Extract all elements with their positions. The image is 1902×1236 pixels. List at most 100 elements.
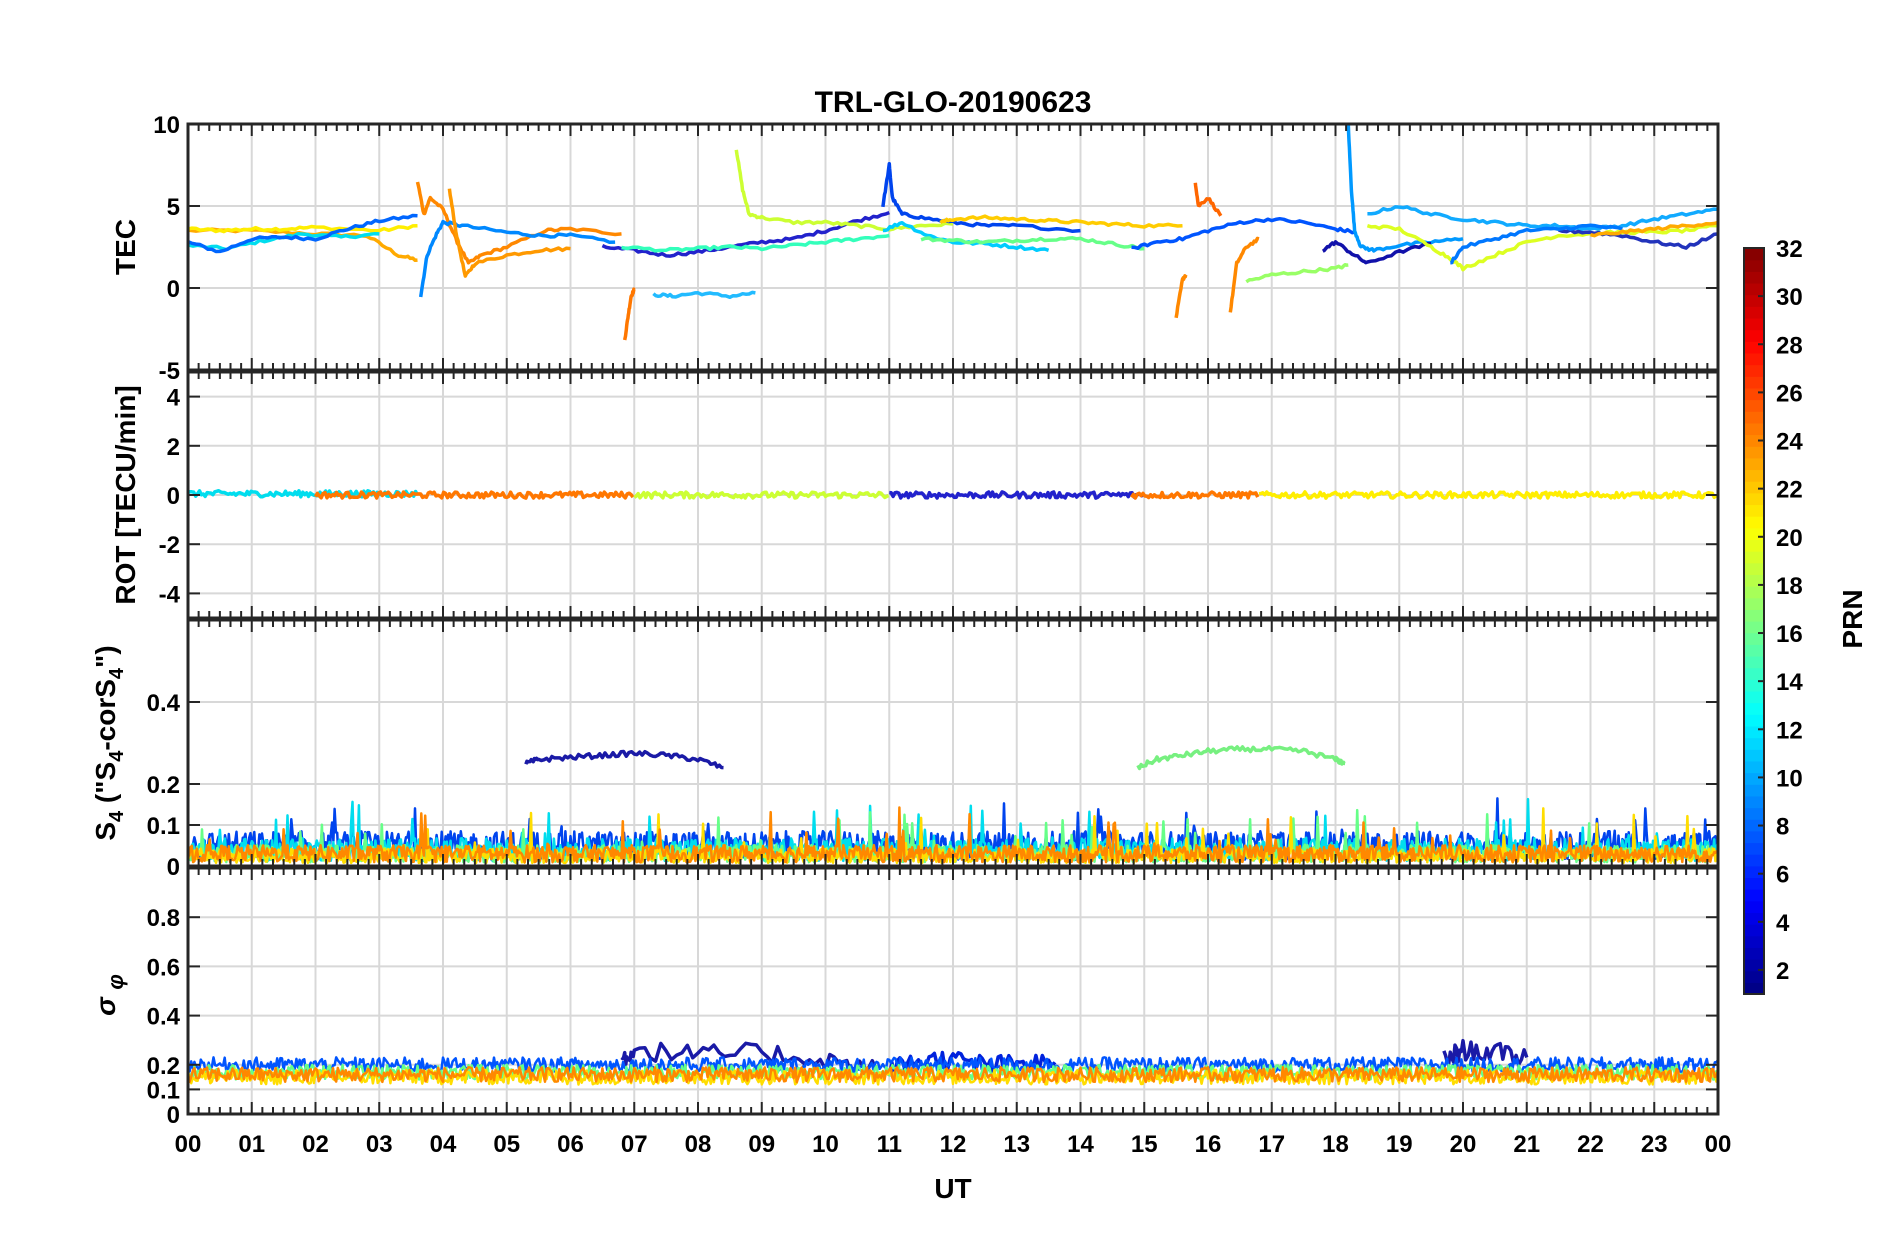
x-tick-label: 00 xyxy=(175,1131,202,1158)
tec-series-line xyxy=(882,220,1050,253)
colorbar-segment xyxy=(1744,830,1764,844)
sigma-ytick-label: 0.6 xyxy=(147,954,180,981)
tec-series-line xyxy=(188,223,418,234)
colorbar-segment xyxy=(1744,702,1764,715)
colorbar-segment xyxy=(1744,248,1764,261)
colorbar-segment xyxy=(1744,504,1764,517)
tec-series-line xyxy=(881,161,1081,234)
colorbar-segment xyxy=(1744,690,1764,704)
colorbar-segment xyxy=(1744,772,1764,785)
x-tick-label: 02 xyxy=(302,1131,329,1158)
colorbar-segment xyxy=(1744,644,1764,657)
colorbar-tick-label: 6 xyxy=(1776,862,1789,889)
tec-series-line xyxy=(652,290,756,300)
rot-ytick-label: 0 xyxy=(167,483,180,510)
colorbar-segment xyxy=(1744,737,1764,750)
s4-ytick-label: 0.2 xyxy=(147,772,180,799)
tec-series-line xyxy=(1245,262,1349,284)
x-tick-label: 21 xyxy=(1513,1131,1540,1158)
colorbar-tick-label: 2 xyxy=(1776,958,1789,985)
colorbar-segment xyxy=(1744,935,1764,948)
colorbar-tick-label: 20 xyxy=(1776,525,1803,552)
sigma-series-line xyxy=(188,1066,1718,1084)
tec-series-line xyxy=(418,219,616,298)
colorbar-tick-label: 4 xyxy=(1776,910,1790,937)
tec-series-line xyxy=(1590,220,1718,238)
colorbar-segment xyxy=(1744,422,1764,436)
x-tick-label: 03 xyxy=(366,1131,393,1158)
colorbar-segment xyxy=(1744,679,1764,692)
colorbar-segment xyxy=(1744,364,1764,377)
tec-series-line xyxy=(415,181,622,265)
x-tick-label: 10 xyxy=(812,1131,839,1158)
x-tick-label: 13 xyxy=(1003,1131,1030,1158)
tec-series-line xyxy=(1193,182,1223,217)
colorbar-segment xyxy=(1744,900,1764,914)
colorbar-segment xyxy=(1744,947,1764,960)
colorbar-label: PRN xyxy=(1837,589,1868,648)
s4-series-line xyxy=(1136,744,1347,771)
x-tick-label: 17 xyxy=(1258,1131,1285,1158)
tec-series-line xyxy=(621,233,890,253)
colorbar-tick-label: 8 xyxy=(1776,814,1789,841)
rot-series-line xyxy=(313,490,635,500)
rot-panel: -4 -2 0 2 4 xyxy=(159,370,1720,620)
x-tick-label: 07 xyxy=(621,1131,648,1158)
sigma-series-line xyxy=(620,1041,879,1075)
colorbar-segment xyxy=(1744,551,1764,564)
sigma-series-line xyxy=(1442,1038,1529,1067)
x-tick-label: 08 xyxy=(685,1131,712,1158)
x-tick-label: 01 xyxy=(238,1131,265,1158)
tec-series-line xyxy=(1367,205,1718,232)
colorbar-segment xyxy=(1744,574,1764,587)
rot-ytick-label: -2 xyxy=(159,532,180,559)
colorbar-segment xyxy=(1744,924,1764,937)
colorbar-segment xyxy=(1744,481,1764,494)
x-tick-label: 15 xyxy=(1131,1131,1158,1158)
colorbar-segment xyxy=(1744,621,1764,634)
tec-series-line xyxy=(447,188,571,278)
colorbar-segment xyxy=(1744,539,1764,552)
tec-ylabel: TEC xyxy=(110,219,141,275)
colorbar-tick-label: 28 xyxy=(1776,332,1803,359)
colorbar-segment xyxy=(1744,446,1764,459)
x-tick-label: 00 xyxy=(1705,1131,1732,1158)
colorbar-segment xyxy=(1744,807,1764,820)
tec-series-line xyxy=(1558,228,1718,250)
colorbar-segment xyxy=(1744,865,1764,879)
tec-series-line xyxy=(1131,216,1355,251)
x-tick-label: 23 xyxy=(1641,1131,1668,1158)
colorbar-segment xyxy=(1744,399,1764,412)
colorbar-frame xyxy=(1743,247,1765,995)
x-tick-label: 12 xyxy=(940,1131,967,1158)
colorbar-segment xyxy=(1744,725,1764,739)
s4-series-line xyxy=(524,749,724,770)
colorbar-segment xyxy=(1744,597,1764,610)
colorbar-segment xyxy=(1744,469,1764,482)
colorbar-segment xyxy=(1744,411,1764,424)
sigma-ytick-label: 0.8 xyxy=(147,905,180,932)
tec-series-group xyxy=(188,124,1718,341)
tec-series-line xyxy=(920,236,1145,251)
colorbar-segment xyxy=(1744,282,1764,296)
colorbar-segment xyxy=(1744,387,1764,401)
colorbar-segment xyxy=(1744,632,1764,645)
colorbar-segment xyxy=(1744,795,1764,809)
colorbar-tick-label: 16 xyxy=(1776,621,1803,648)
colorbar-tick-label: 30 xyxy=(1776,284,1803,311)
x-tick-label: 05 xyxy=(493,1131,520,1158)
tec-series-line xyxy=(1321,240,1432,265)
rot-series-line xyxy=(633,490,890,500)
colorbar-segment xyxy=(1744,317,1764,331)
x-tick-label: 20 xyxy=(1450,1131,1477,1158)
x-tick-label: 18 xyxy=(1322,1131,1349,1158)
x-tick-label: 06 xyxy=(557,1131,584,1158)
x-tick-label: 22 xyxy=(1577,1131,1604,1158)
x-tick-label: 16 xyxy=(1195,1131,1222,1158)
colorbar-segment xyxy=(1744,760,1764,774)
rot-series-line xyxy=(889,490,1145,500)
tec-series-line xyxy=(939,214,1183,229)
colorbar-tick-label: 10 xyxy=(1776,765,1803,792)
tec-series-line xyxy=(1366,223,1718,272)
